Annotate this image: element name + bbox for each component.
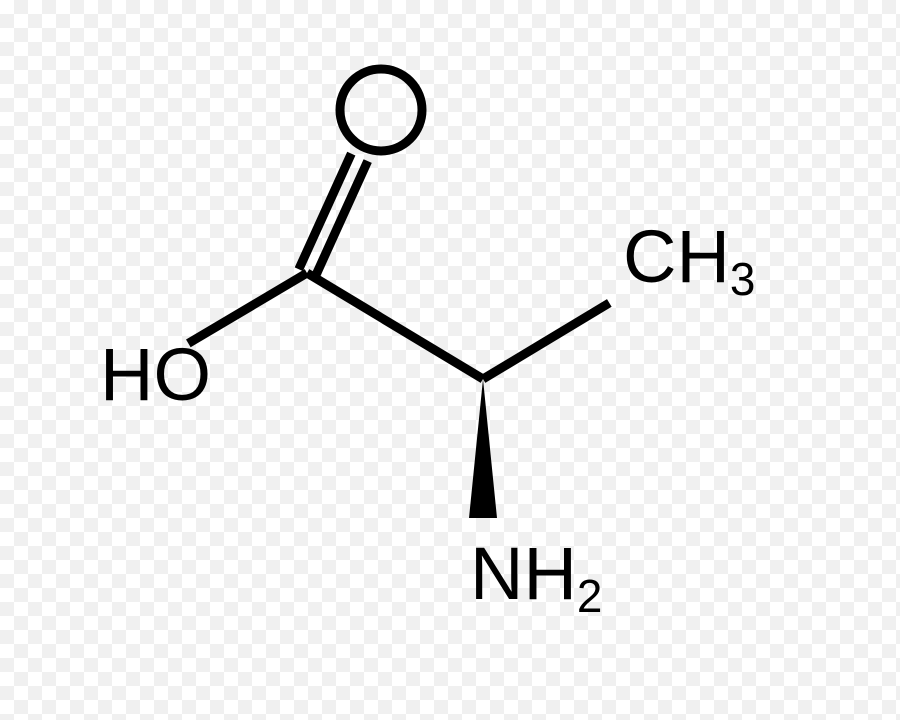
c-carboxyl-to-c-alpha	[307, 273, 483, 379]
hydroxyl-label: HO	[100, 338, 211, 412]
oxygen-double-bond-atom	[340, 69, 422, 151]
amine-label: NH2	[470, 537, 602, 611]
methyl-label: CH3	[623, 220, 755, 294]
c-alpha-to-c-methyl	[483, 303, 609, 379]
c-alpha-to-nh2	[469, 379, 497, 518]
bond-layer	[188, 154, 609, 518]
